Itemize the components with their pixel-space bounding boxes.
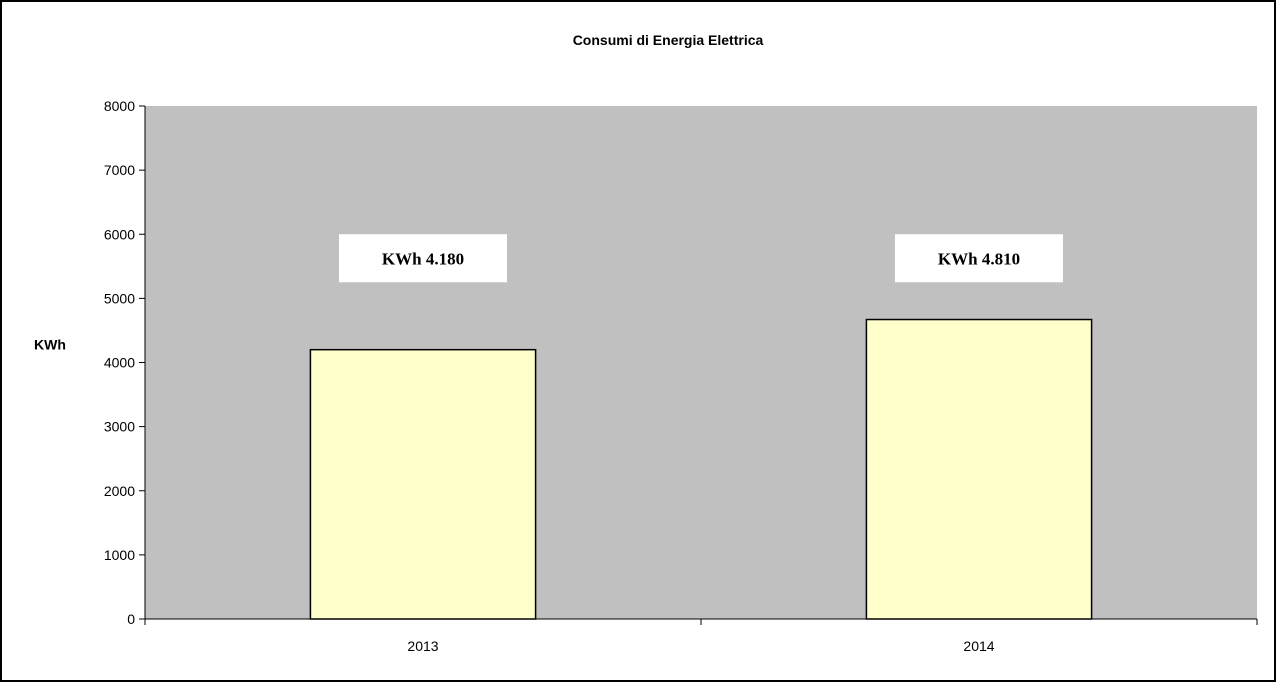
x-tick-label: 2014 [963, 638, 994, 654]
chart-title: Consumi di Energia Elettrica [572, 32, 764, 48]
bar [865, 318, 1093, 620]
y-tick-label: 4000 [104, 355, 135, 371]
data-label-box [339, 234, 507, 283]
bars [309, 318, 1093, 620]
data-labels: KWh 4.180 KWh 4.810 [339, 234, 1063, 283]
y-tick-label: 2000 [104, 483, 135, 499]
x-tick-label: 2013 [407, 638, 438, 654]
y-tick-label: 7000 [104, 162, 135, 178]
y-tick-label: 5000 [104, 290, 135, 306]
y-tick-label: 8000 [104, 98, 135, 114]
data-label-box [895, 234, 1063, 283]
data-label: KWh 4.810 [938, 249, 1020, 268]
y-tick-label: 0 [127, 611, 135, 627]
y-axis-label: KWh [34, 337, 66, 353]
data-label: KWh 4.180 [382, 249, 464, 268]
bar [309, 348, 537, 620]
y-tick-label: 1000 [104, 547, 135, 563]
y-tick-label: 3000 [104, 419, 135, 435]
y-tick-label: 6000 [104, 226, 135, 242]
